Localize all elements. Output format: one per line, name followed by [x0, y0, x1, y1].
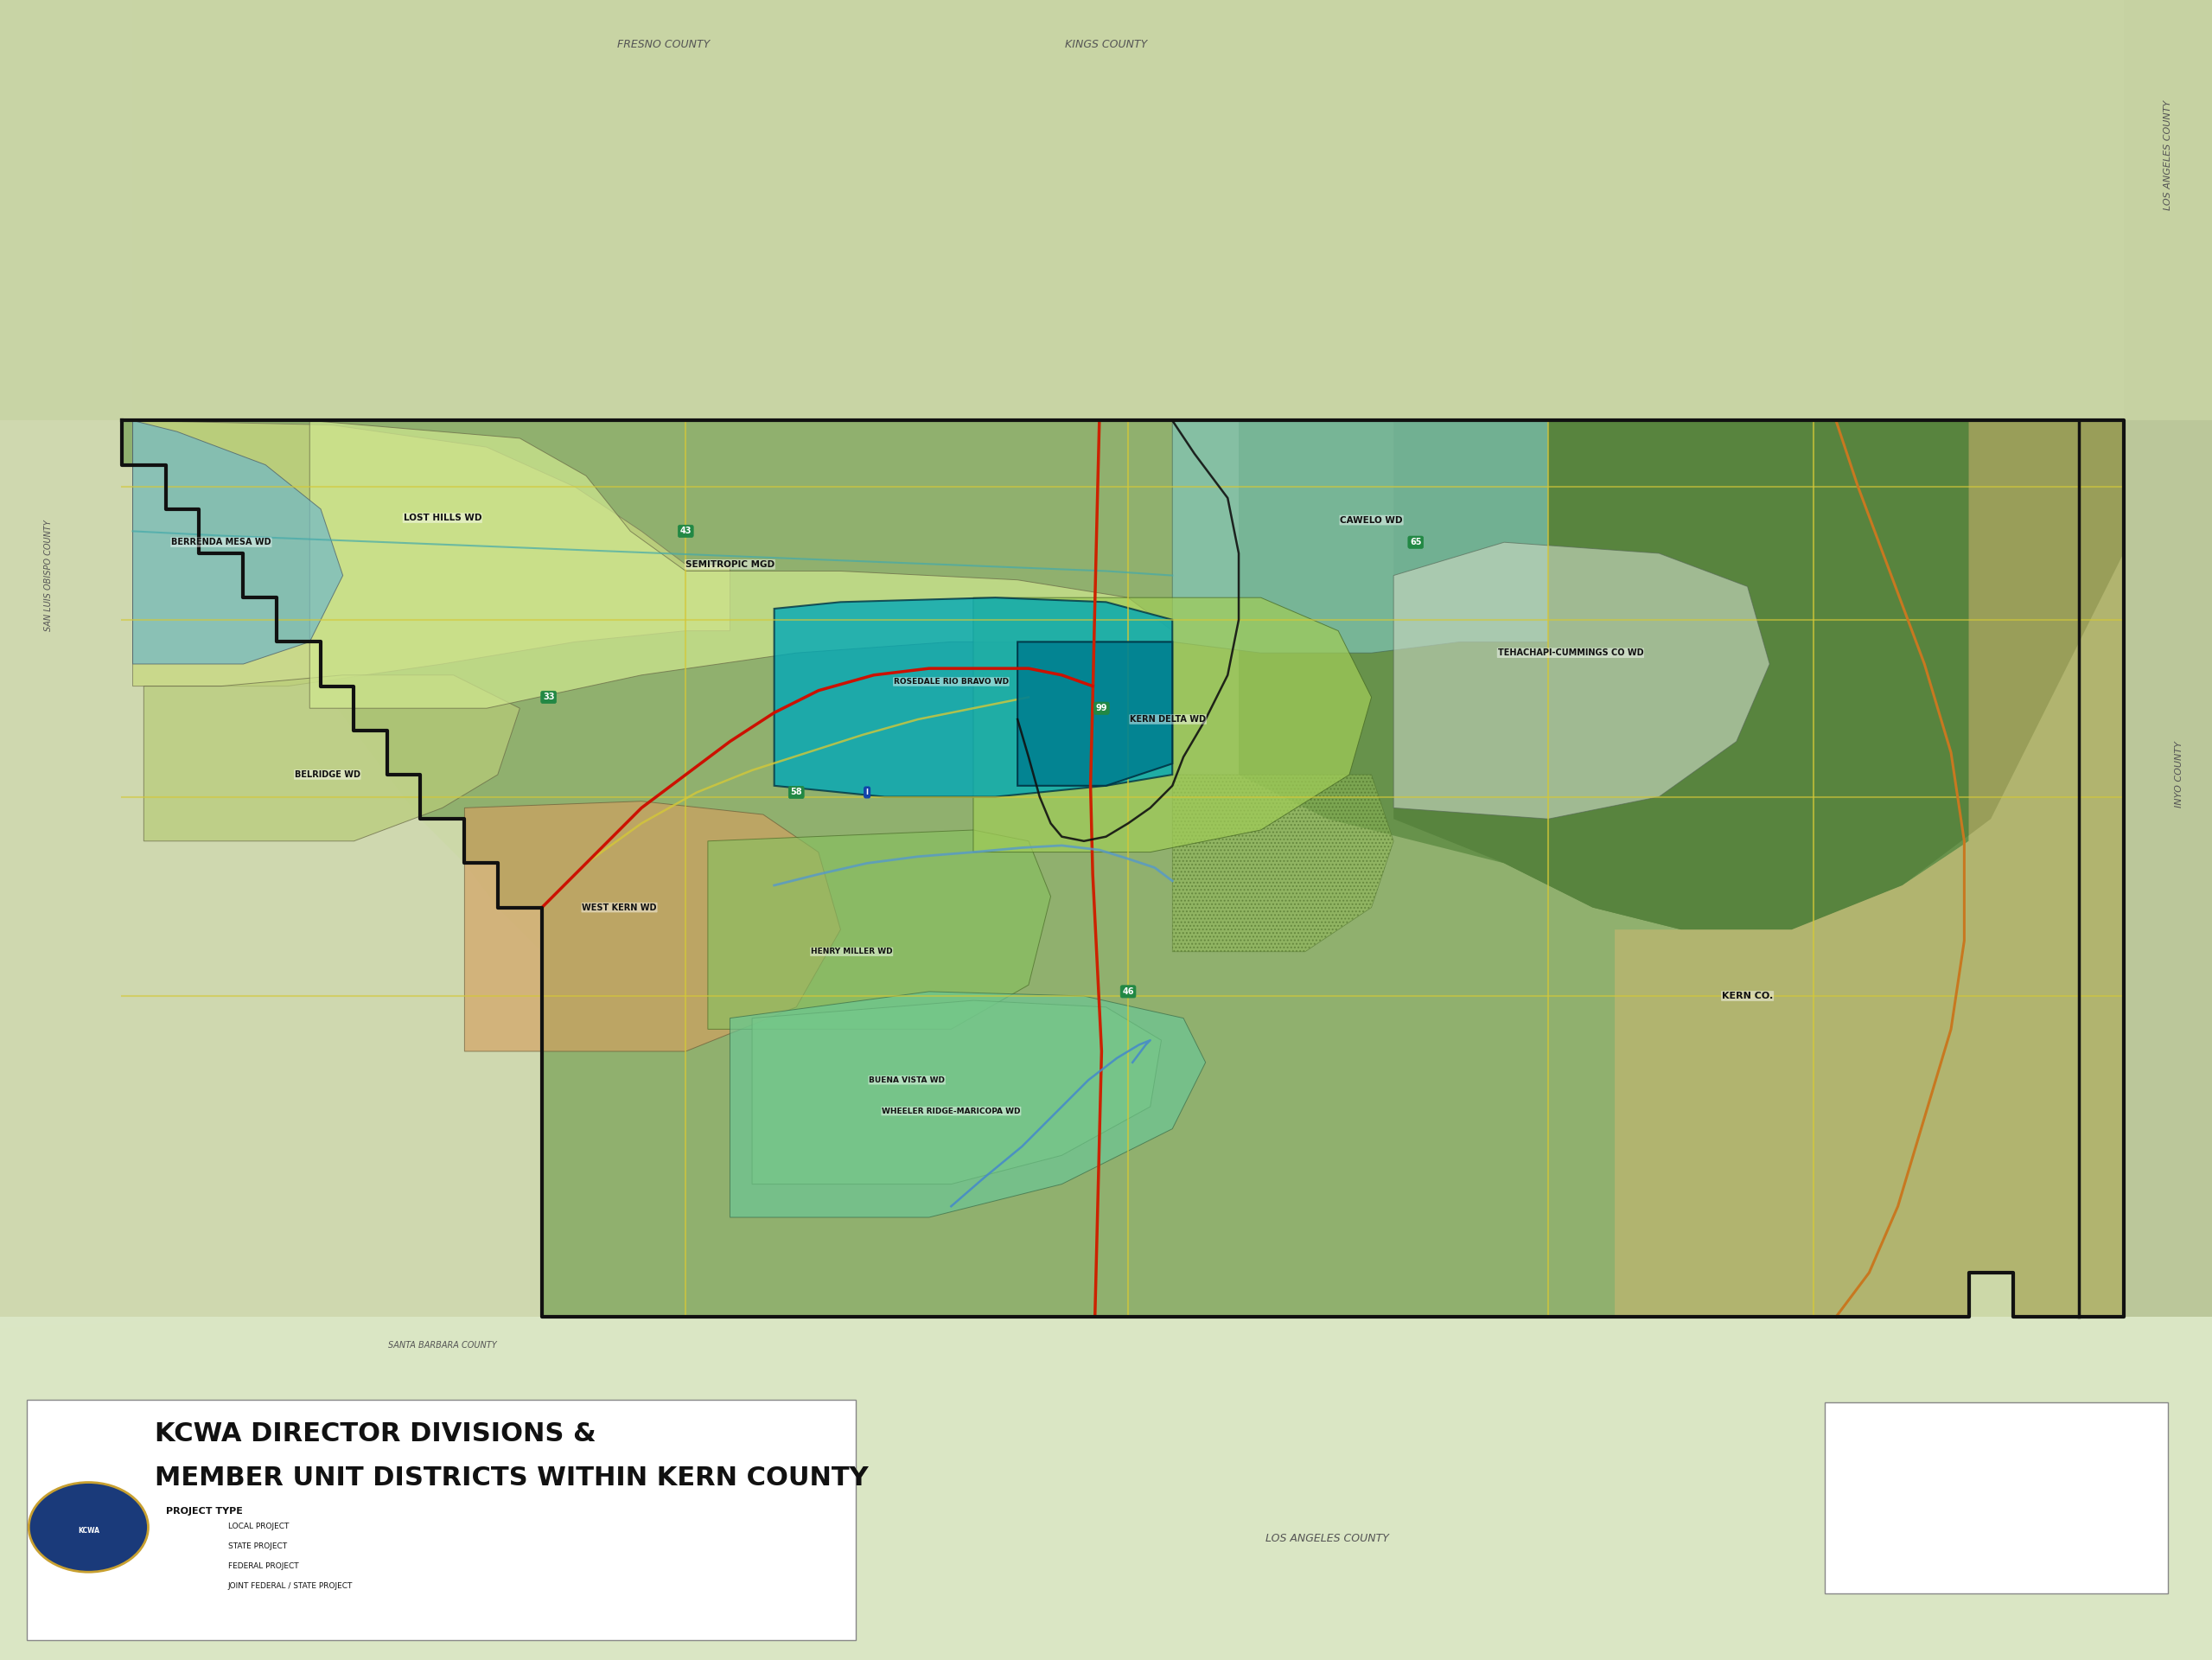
Text: N: N [2002, 1401, 2011, 1414]
Text: KCWA DIRECTOR DIVISIONS &: KCWA DIRECTOR DIVISIONS & [155, 1421, 597, 1446]
Polygon shape [1239, 420, 1969, 930]
Text: SANTA BARBARA COUNTY: SANTA BARBARA COUNTY [387, 1341, 498, 1350]
Text: LOS ANGELES COUNTY: LOS ANGELES COUNTY [1265, 1532, 1389, 1544]
Polygon shape [0, 0, 2212, 420]
Text: 65: 65 [1409, 538, 1422, 546]
Text: FEDERAL PROJECT: FEDERAL PROJECT [228, 1562, 299, 1570]
Polygon shape [1991, 1416, 2006, 1477]
Text: KINGS COUNTY: KINGS COUNTY [1064, 38, 1148, 50]
Polygon shape [144, 676, 520, 842]
Text: CAWELO WD: CAWELO WD [1340, 516, 1402, 525]
Bar [1847, 1550, 1920, 1569]
Text: 10: 10 [1986, 1577, 1995, 1584]
Text: LOCAL PROJECT: LOCAL PROJECT [228, 1522, 290, 1531]
Text: SAN LUIS OBISPO COUNTY: SAN LUIS OBISPO COUNTY [44, 520, 53, 631]
Polygon shape [774, 598, 1172, 797]
Polygon shape [1615, 420, 2124, 1316]
Polygon shape [2006, 1477, 2024, 1539]
Text: W: W [1933, 1472, 1942, 1482]
Text: KERN CO.: KERN CO. [1721, 991, 1774, 1001]
Text: LOS ANGELES COUNTY: LOS ANGELES COUNTY [2163, 100, 2172, 209]
Polygon shape [730, 991, 1206, 1217]
Text: STATE PROJECT: STATE PROJECT [228, 1542, 288, 1550]
Text: INYO COUNTY: INYO COUNTY [2174, 742, 2183, 808]
Polygon shape [752, 1001, 1161, 1184]
Text: 20 Miles: 20 Miles [2135, 1577, 2166, 1584]
Text: S: S [2004, 1540, 2008, 1550]
Text: PROJECT TYPE: PROJECT TYPE [166, 1507, 243, 1516]
Polygon shape [2124, 0, 2212, 1316]
Text: WEST KERN WD: WEST KERN WD [582, 903, 657, 911]
Polygon shape [310, 420, 1172, 730]
Polygon shape [122, 420, 2124, 1316]
Bar [2062, 1550, 2135, 1569]
Text: 43: 43 [679, 526, 692, 536]
Polygon shape [1172, 775, 1394, 951]
Polygon shape [133, 420, 343, 664]
Polygon shape [0, 0, 542, 1328]
Text: KCWA: KCWA [77, 1527, 100, 1534]
Text: BELRIDGE WD: BELRIDGE WD [294, 770, 361, 779]
Text: SEMITROPIC MGD: SEMITROPIC MGD [686, 559, 774, 569]
Text: BERRENDA MESA WD: BERRENDA MESA WD [170, 538, 272, 546]
Text: 33: 33 [542, 692, 555, 702]
Text: WHEELER RIDGE-MARICOPA WD: WHEELER RIDGE-MARICOPA WD [883, 1107, 1020, 1116]
Text: LOST HILLS WD: LOST HILLS WD [403, 513, 482, 523]
Text: 58: 58 [790, 788, 803, 797]
Text: E: E [2070, 1472, 2075, 1482]
Polygon shape [1018, 642, 1172, 785]
Polygon shape [1172, 420, 1548, 652]
Bar [1991, 1550, 2062, 1569]
Text: 46: 46 [1121, 988, 1135, 996]
Text: FRESNO COUNTY: FRESNO COUNTY [617, 38, 710, 50]
Text: MEMBER UNIT DISTRICTS WITHIN KERN COUNTY: MEMBER UNIT DISTRICTS WITHIN KERN COUNTY [155, 1466, 869, 1491]
Text: BUENA VISTA WD: BUENA VISTA WD [869, 1076, 945, 1084]
Text: ROSEDALE RIO BRAVO WD: ROSEDALE RIO BRAVO WD [894, 677, 1009, 686]
Polygon shape [1394, 420, 2124, 930]
Text: 99: 99 [1095, 704, 1108, 712]
Polygon shape [133, 420, 730, 686]
Polygon shape [973, 598, 1371, 852]
Polygon shape [465, 802, 841, 1051]
Polygon shape [2006, 1416, 2024, 1477]
Text: I: I [865, 788, 869, 797]
Text: HENRY MILLER WD: HENRY MILLER WD [812, 948, 891, 956]
Polygon shape [708, 830, 1051, 1029]
Text: KERN DELTA WD: KERN DELTA WD [1130, 715, 1206, 724]
Bar [1920, 1550, 1991, 1569]
Text: JOINT FEDERAL / STATE PROJECT: JOINT FEDERAL / STATE PROJECT [228, 1582, 352, 1590]
Text: 0: 0 [1845, 1577, 1849, 1584]
Polygon shape [1991, 1477, 2006, 1539]
Polygon shape [1394, 543, 1770, 818]
Text: TEHACHAPI-CUMMINGS CO WD: TEHACHAPI-CUMMINGS CO WD [1498, 649, 1644, 657]
Polygon shape [0, 1316, 2212, 1660]
